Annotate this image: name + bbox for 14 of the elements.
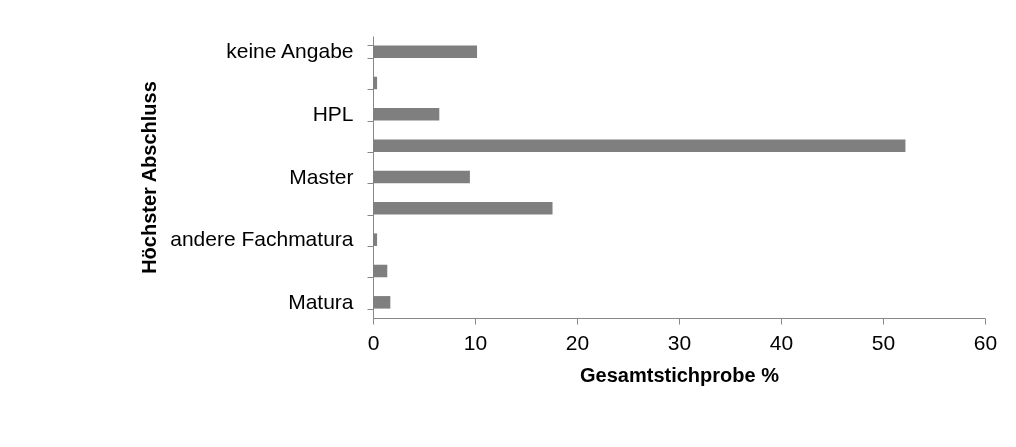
y-tick-label: andere Fachmatura (170, 227, 354, 251)
x-tick-label: 60 (973, 330, 998, 354)
x-axis-title: Gesamtstichprobe % (580, 363, 780, 386)
x-tick-label: 20 (565, 330, 590, 354)
x-tick-label: 10 (463, 330, 488, 354)
x-tick-label: 40 (769, 330, 794, 354)
x-tick-label: 30 (667, 330, 692, 354)
x-tick-label: 50 (871, 330, 896, 354)
y-tick-label: HPL (312, 101, 354, 125)
y-tick-label: Master (289, 164, 354, 188)
y-tick-label: Matura (288, 289, 354, 313)
y-axis-title: Höchster Abschluss (137, 81, 160, 274)
x-tick-label: 0 (367, 330, 380, 354)
y-tick-label: keine Angabe (226, 39, 354, 63)
